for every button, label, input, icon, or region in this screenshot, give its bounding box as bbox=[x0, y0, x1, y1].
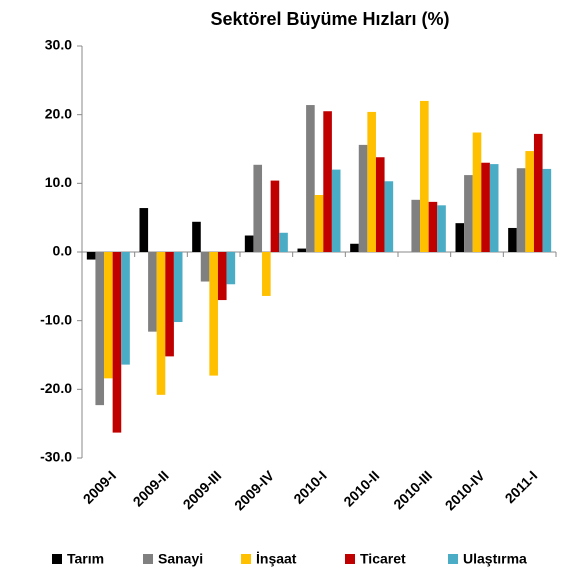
x-tick-label: 2011-I bbox=[502, 467, 541, 506]
y-tick-label: -10.0 bbox=[40, 311, 72, 327]
bar bbox=[533, 133, 543, 252]
bar bbox=[464, 175, 473, 252]
bar bbox=[200, 252, 210, 282]
bar bbox=[226, 252, 236, 285]
bar bbox=[297, 248, 307, 252]
legend-swatch bbox=[345, 554, 355, 564]
bar bbox=[542, 168, 552, 252]
bar bbox=[173, 252, 183, 323]
bar bbox=[516, 168, 526, 252]
x-tick-label: 2010-II bbox=[340, 467, 382, 509]
bar bbox=[472, 132, 482, 252]
bar bbox=[156, 252, 166, 395]
bar bbox=[279, 232, 288, 252]
bar bbox=[217, 252, 227, 301]
legend-label: Ticaret bbox=[360, 551, 406, 567]
bar bbox=[350, 243, 359, 252]
bar bbox=[323, 111, 332, 252]
bar bbox=[314, 195, 324, 252]
bar bbox=[192, 221, 201, 252]
bar bbox=[331, 169, 341, 252]
legend-swatch bbox=[52, 554, 62, 564]
bar bbox=[455, 223, 465, 252]
x-tick-label: 2010-IV bbox=[442, 467, 488, 513]
bar bbox=[428, 201, 438, 252]
bar bbox=[253, 164, 263, 252]
y-tick-label: -30.0 bbox=[40, 449, 72, 465]
bar bbox=[358, 144, 368, 252]
y-tick-label: 0.0 bbox=[53, 243, 73, 259]
bar bbox=[306, 105, 315, 252]
y-tick-label: 20.0 bbox=[45, 105, 72, 121]
x-tick-label: 2010-I bbox=[290, 467, 329, 506]
bar bbox=[437, 205, 446, 252]
x-tick-label: 2009-III bbox=[180, 467, 225, 512]
bar bbox=[95, 252, 105, 406]
y-tick-label: 10.0 bbox=[45, 174, 72, 190]
legend-label: İnşaat bbox=[256, 551, 297, 567]
legend-swatch bbox=[448, 554, 458, 564]
legend-swatch bbox=[241, 554, 251, 564]
y-tick-label: 30.0 bbox=[45, 37, 72, 53]
bar bbox=[104, 252, 113, 379]
bar bbox=[148, 252, 157, 332]
bar bbox=[420, 100, 429, 252]
bar bbox=[270, 180, 280, 252]
bar bbox=[375, 157, 385, 252]
x-tick-label: 2010-III bbox=[390, 467, 435, 512]
bar bbox=[384, 181, 394, 252]
bar bbox=[367, 111, 376, 252]
bar bbox=[489, 164, 499, 252]
x-tick-label: 2009-II bbox=[130, 467, 172, 509]
legend-label: Ulaştırma bbox=[463, 551, 527, 567]
bar bbox=[244, 235, 254, 252]
x-tick-label: 2009-IV bbox=[231, 467, 277, 513]
bar bbox=[411, 199, 421, 252]
legend-label: Tarım bbox=[67, 551, 104, 567]
chart-title: Sektörel Büyüme Hızları (%) bbox=[210, 9, 449, 29]
legend-label: Sanayi bbox=[158, 551, 203, 567]
bar bbox=[121, 252, 130, 365]
bar bbox=[112, 252, 122, 433]
bar bbox=[481, 162, 490, 252]
legend-swatch bbox=[143, 554, 153, 564]
bar bbox=[209, 252, 218, 376]
bar bbox=[139, 208, 149, 252]
bar bbox=[86, 252, 96, 260]
x-tick-label: 2009-I bbox=[80, 467, 119, 506]
bar bbox=[525, 151, 534, 252]
y-tick-label: -20.0 bbox=[40, 380, 72, 396]
bar bbox=[508, 227, 517, 252]
bar bbox=[165, 252, 174, 357]
bar bbox=[262, 252, 271, 296]
